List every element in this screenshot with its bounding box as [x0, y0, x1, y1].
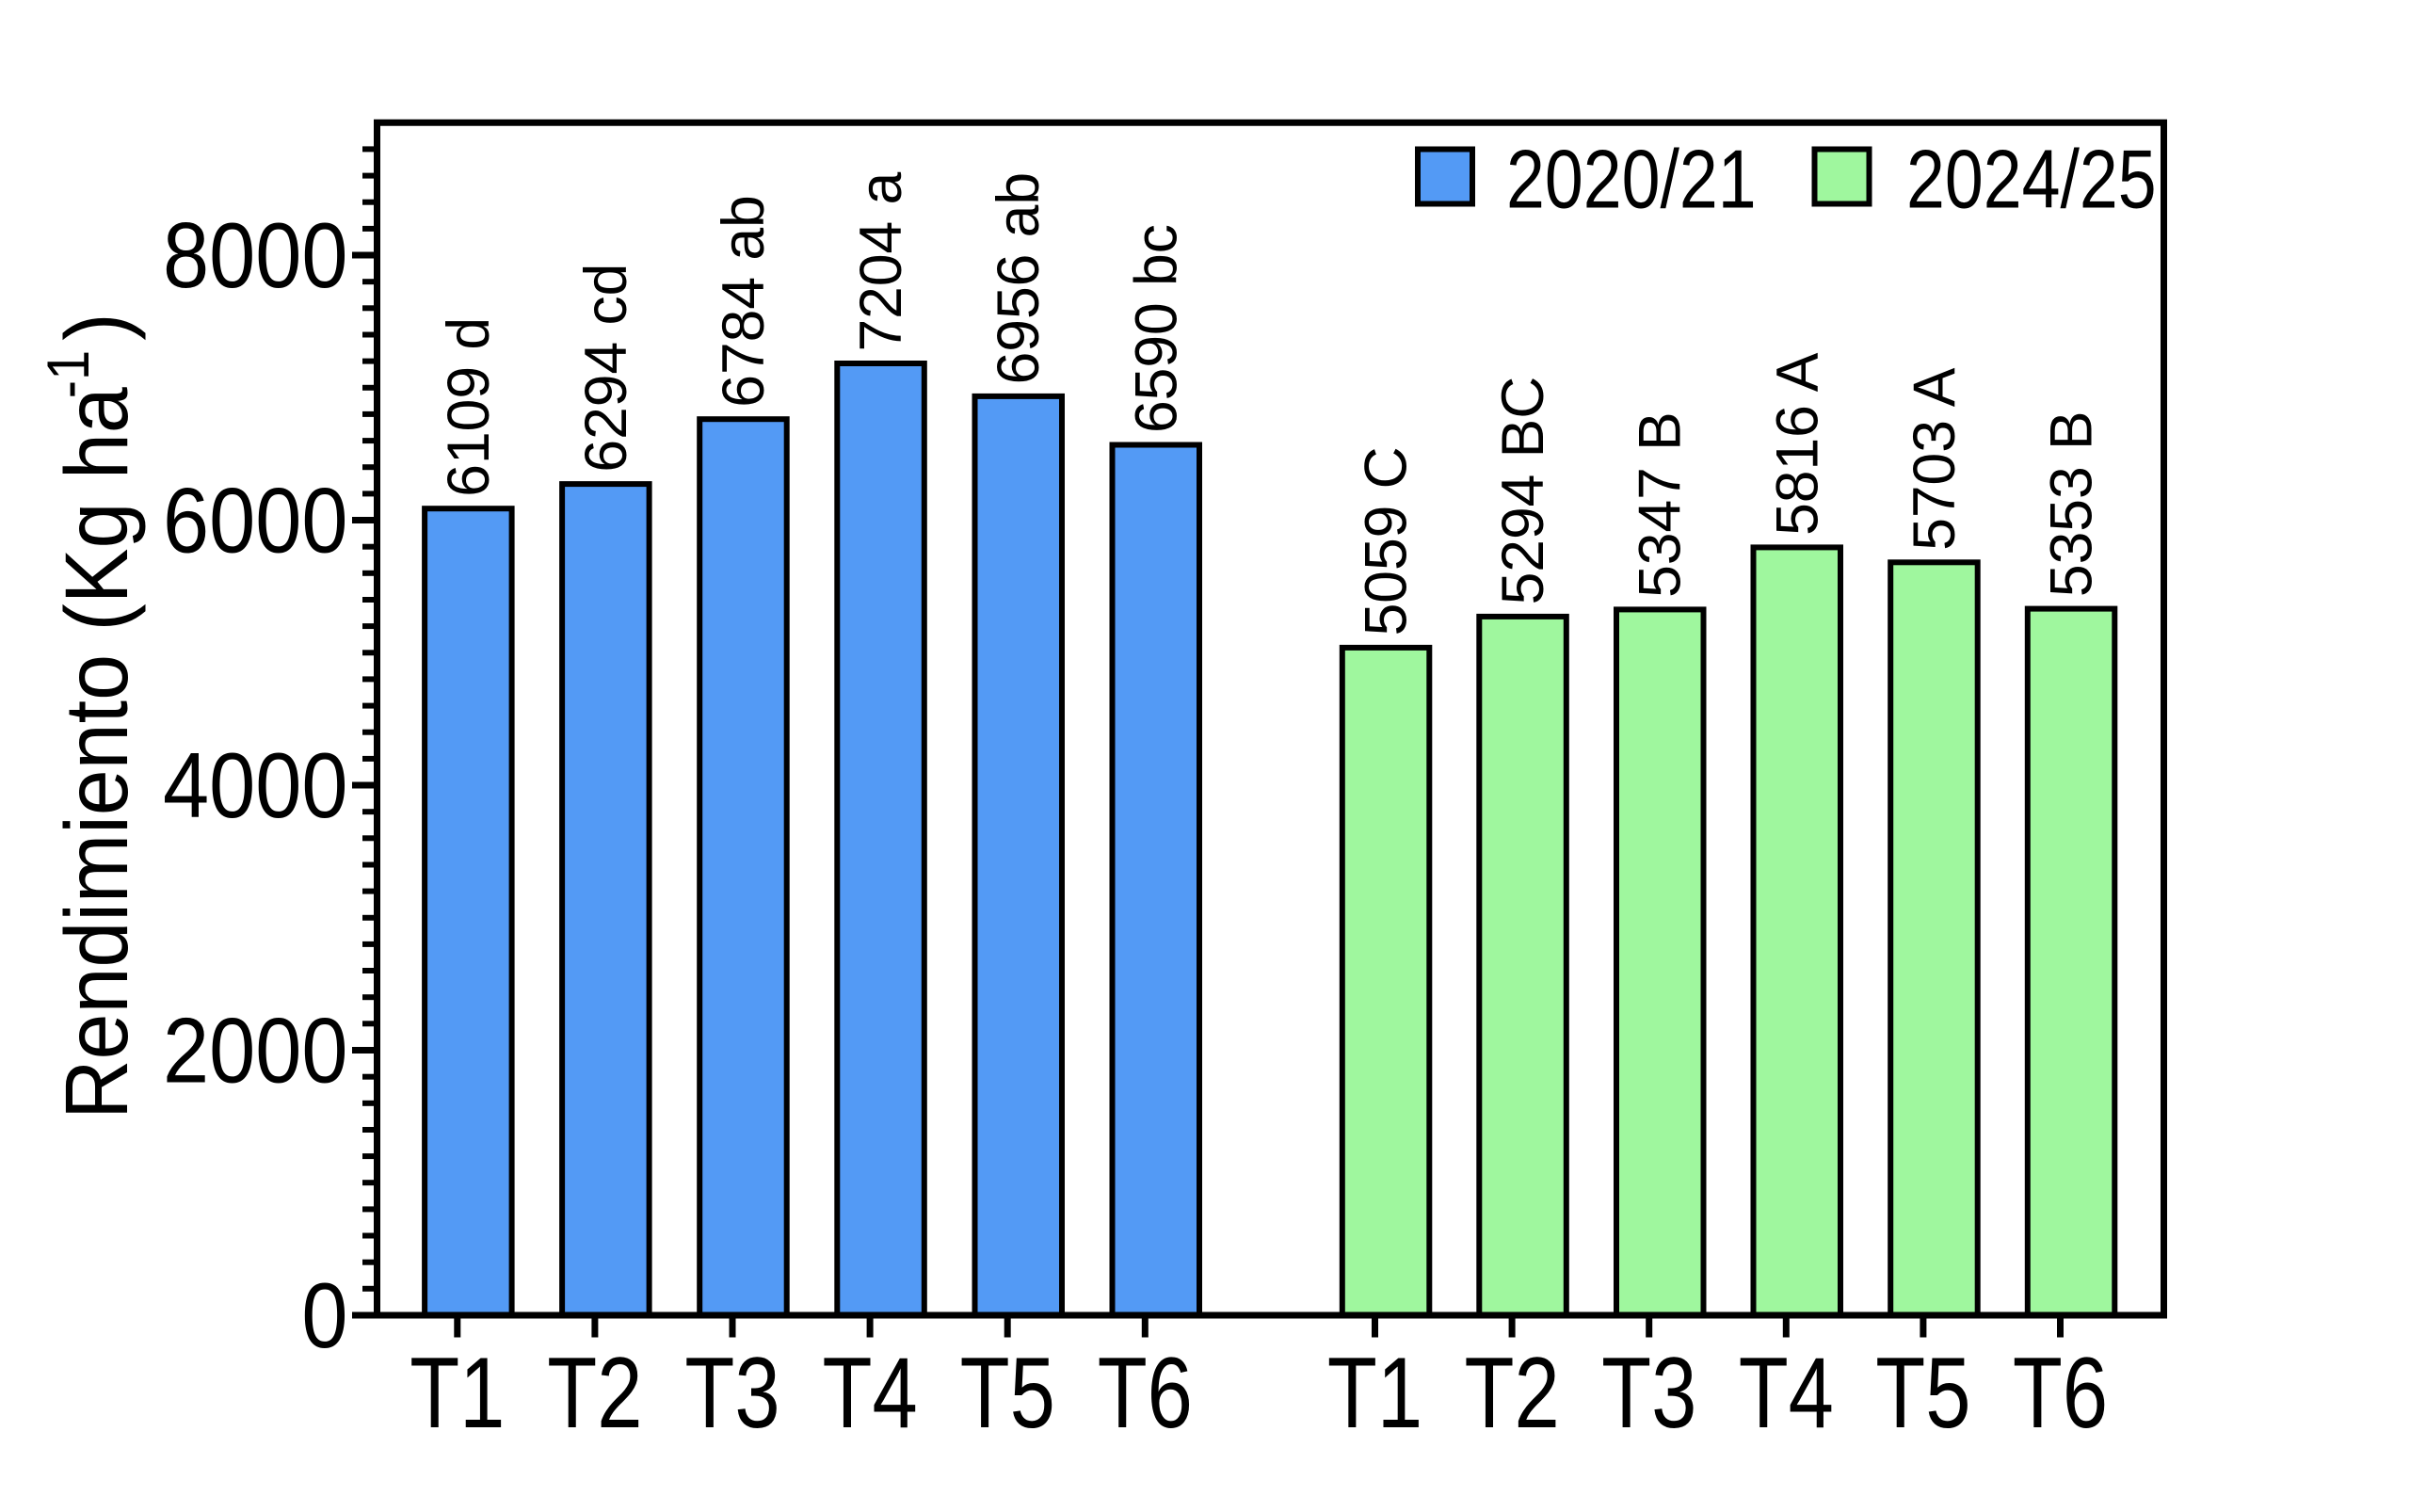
svg-text:4000: 4000: [163, 733, 347, 838]
svg-text:T1: T1: [410, 1336, 505, 1449]
svg-text:5294 BC: 5294 BC: [1490, 377, 1556, 605]
svg-text:T6: T6: [1098, 1336, 1193, 1449]
svg-text:T2: T2: [547, 1336, 642, 1449]
svg-text:6784 ab: 6784 ab: [711, 195, 777, 407]
svg-text:6590 bc: 6590 bc: [1123, 224, 1189, 433]
svg-text:6956 ab: 6956 ab: [986, 172, 1052, 384]
svg-text:5703 A: 5703 A: [1902, 367, 1968, 550]
svg-text:7204 a: 7204 a: [848, 172, 914, 352]
svg-text:T3: T3: [684, 1336, 779, 1449]
svg-text:T3: T3: [1601, 1336, 1696, 1449]
svg-text:5353 B: 5353 B: [2038, 410, 2104, 597]
svg-text:T6: T6: [2013, 1336, 2108, 1449]
svg-text:5816 A: 5816 A: [1764, 353, 1830, 536]
svg-text:T2: T2: [1464, 1336, 1559, 1449]
svg-text:T4: T4: [1739, 1336, 1834, 1449]
svg-text:6000: 6000: [163, 468, 347, 572]
svg-text:6294 cd: 6294 cd: [573, 264, 639, 473]
svg-text:0: 0: [301, 1263, 347, 1368]
svg-text:2024/25: 2024/25: [1906, 134, 2157, 226]
svg-text:T5: T5: [960, 1336, 1055, 1449]
svg-text:T4: T4: [822, 1336, 917, 1449]
svg-text:T1: T1: [1327, 1336, 1422, 1449]
svg-text:Rendimiento (Kg ha-1): Rendimiento (Kg ha-1): [35, 313, 147, 1119]
svg-text:2020/21: 2020/21: [1506, 134, 1757, 226]
svg-text:5059 C: 5059 C: [1353, 446, 1419, 635]
svg-text:8000: 8000: [163, 203, 347, 308]
svg-text:6109 d: 6109 d: [436, 317, 502, 497]
svg-text:5347 B: 5347 B: [1627, 411, 1693, 598]
svg-text:2000: 2000: [163, 998, 347, 1102]
svg-text:T5: T5: [1875, 1336, 1970, 1449]
